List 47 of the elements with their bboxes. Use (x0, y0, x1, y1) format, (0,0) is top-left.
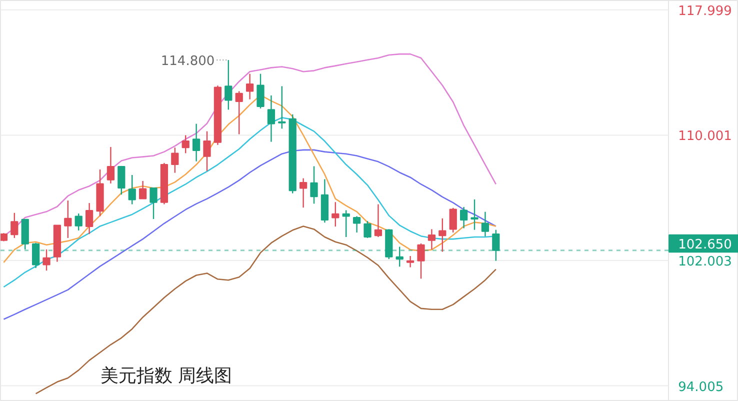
candlestick (138, 180, 147, 200)
candlestick (406, 255, 414, 268)
candlestick (203, 130, 211, 172)
candlestick (182, 134, 190, 154)
line-series (35, 226, 497, 394)
candlestick (438, 218, 446, 252)
candlestick (352, 216, 361, 234)
text: 美元指数 周线图 (100, 366, 232, 386)
candlestick (449, 207, 457, 234)
y-tick-label: 110.001 (678, 129, 732, 144)
candlestick (246, 73, 254, 100)
candlestick (278, 86, 286, 130)
candlestick (342, 210, 350, 238)
candlestick (460, 206, 468, 229)
y-tick-label: 117.999 (678, 4, 732, 19)
candlestick (417, 242, 425, 280)
candlestick (150, 187, 158, 220)
y-tick-label: 94.005 (678, 380, 724, 395)
candlestick (32, 242, 40, 269)
candlestick (128, 174, 136, 205)
candlestick (64, 200, 72, 239)
candlestick (332, 201, 340, 228)
candlestick (428, 228, 436, 250)
candlestick (256, 73, 264, 110)
candlestick (299, 178, 308, 208)
candlestick (235, 90, 243, 135)
candlestick (310, 166, 318, 204)
candlestick (396, 246, 404, 268)
candlestick (192, 123, 200, 162)
candlestick (470, 198, 478, 230)
candlestick (106, 146, 115, 184)
candlestick (118, 165, 126, 196)
candlestick (85, 202, 94, 235)
candlestick (481, 211, 490, 237)
candlestick (374, 204, 382, 238)
candlestick (267, 94, 276, 142)
candlestick (10, 212, 18, 239)
candlestick (171, 146, 179, 174)
candlestick (492, 229, 500, 262)
ref-line-label: 102.650 (678, 237, 732, 252)
candlestick (224, 59, 232, 110)
annotation: 114.800 (160, 54, 215, 70)
line-series (3, 149, 497, 320)
candlestick (42, 248, 50, 272)
y-tick-label: 102.003 (678, 254, 732, 270)
candlestick (364, 220, 372, 239)
candlestick (74, 212, 82, 232)
